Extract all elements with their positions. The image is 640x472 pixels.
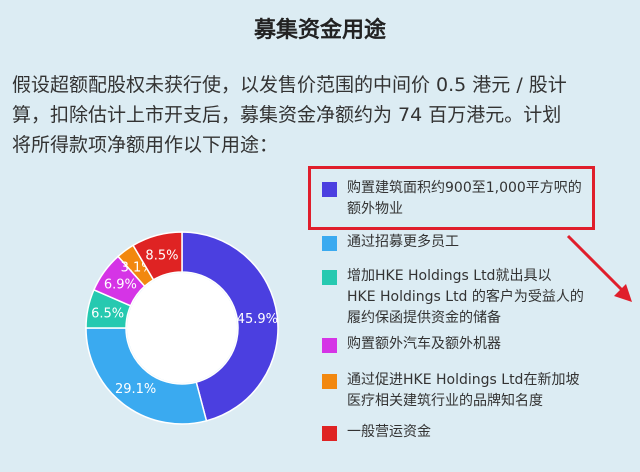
donut-chart: 45.9%29.1%6.5%6.9%3.1%8.5% — [85, 231, 279, 425]
legend-label: 通过招募更多员工 — [347, 232, 459, 253]
donut-slice — [85, 327, 208, 425]
legend-label-line: 购置建筑面积约900至1,000平方呎的 — [347, 180, 582, 196]
donut-slice — [181, 231, 279, 422]
donut-slice — [132, 231, 183, 281]
legend-swatch — [322, 236, 337, 251]
legend-label-line: 履约保函提供资金的储备 — [347, 310, 501, 326]
legend-label-line: 通过招募更多员工 — [347, 234, 459, 250]
legend-label-line: 通过促进HKE Holdings Ltd在新加坡 — [347, 372, 580, 388]
legend-label-line: 增加HKE Holdings Ltd就出具以 — [347, 268, 552, 284]
slice-value-label: 6.9% — [104, 278, 137, 293]
legend-label: 购置额外汽车及额外机器 — [347, 334, 501, 355]
legend-swatch — [322, 270, 337, 285]
donut-hole — [127, 273, 237, 383]
legend-item: 通过招募更多员工 — [322, 232, 612, 253]
legend-item: 通过促进HKE Holdings Ltd在新加坡 医疗相关建筑行业的品牌知名度 — [322, 370, 612, 412]
intro-line: 将所得款项净额用作以下用途： — [12, 134, 279, 156]
slice-value-label: 8.5% — [145, 249, 178, 264]
slice-value-label: 29.1% — [115, 382, 156, 397]
legend-item: 购置建筑面积约900至1,000平方呎的 额外物业 — [322, 178, 612, 220]
legend-swatch — [322, 338, 337, 353]
slice-value-label: 6.5% — [91, 307, 124, 322]
legend-label-line: 额外物业 — [347, 201, 403, 217]
intro-line: 算，扣除估计上市开支后，募集资金净额约为 74 百万港元。计划 — [12, 104, 562, 126]
legend-swatch — [322, 374, 337, 389]
legend-label: 一般营运资金 — [347, 422, 431, 443]
legend-label-line: 购置额外汽车及额外机器 — [347, 336, 501, 352]
intro-line: 假设超额配股权未获行使，以发售价范围的中间价 0.5 港元 / 股计 — [12, 74, 567, 96]
legend-item: 增加HKE Holdings Ltd就出具以 HKE Holdings Ltd … — [322, 266, 612, 329]
legend-swatch — [322, 182, 337, 197]
intro-paragraph: 假设超额配股权未获行使，以发售价范围的中间价 0.5 港元 / 股计 算，扣除估… — [12, 70, 628, 160]
legend-swatch — [322, 426, 337, 441]
legend-label-line: 医疗相关建筑行业的品牌知名度 — [347, 393, 543, 409]
legend-label-line: HKE Holdings Ltd 的客户为受益人的 — [347, 289, 584, 305]
legend-label-line: 一般营运资金 — [347, 424, 431, 440]
legend-label: 购置建筑面积约900至1,000平方呎的 额外物业 — [347, 178, 582, 220]
page-title: 募集资金用途 — [253, 18, 386, 43]
arrow-icon — [566, 234, 632, 302]
legend-item: 一般营运资金 — [322, 422, 612, 443]
highlight-box — [308, 166, 595, 230]
slice-value-label: 45.9% — [237, 312, 278, 327]
legend-item: 购置额外汽车及额外机器 — [322, 334, 612, 355]
legend-label: 增加HKE Holdings Ltd就出具以 HKE Holdings Ltd … — [347, 266, 584, 329]
legend-label: 通过促进HKE Holdings Ltd在新加坡 医疗相关建筑行业的品牌知名度 — [347, 370, 579, 412]
